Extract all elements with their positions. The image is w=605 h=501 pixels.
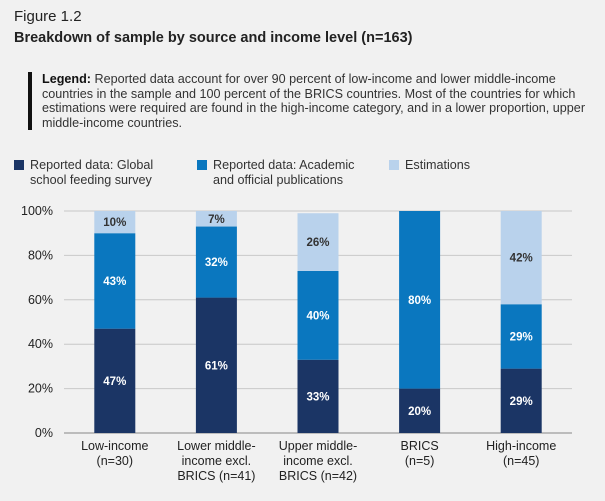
x-tick-label: income excl.: [283, 454, 352, 468]
bar-segment: [94, 328, 136, 433]
data-label: 47%: [103, 376, 126, 388]
x-tick-label: (n=45): [503, 454, 539, 468]
bar-segment: [500, 304, 542, 369]
y-tick-label: 60%: [28, 293, 53, 307]
bar-segment: [195, 211, 237, 227]
x-tick-label: High-income: [486, 439, 556, 453]
y-tick-label: 80%: [28, 248, 53, 262]
y-tick-label: 40%: [28, 337, 53, 351]
data-label: 10%: [103, 217, 126, 229]
bar-segment: [297, 213, 339, 271]
x-tick-label: Low-income: [81, 439, 148, 453]
legend-label-global-survey: Reported data: Global school feeding surv…: [30, 158, 154, 187]
y-tick-label: 20%: [28, 382, 53, 396]
legend-item-academic: Reported data: Academic and official publ…: [197, 158, 363, 188]
data-label: 42%: [510, 253, 533, 265]
data-label: 61%: [205, 360, 228, 372]
legend-item-estimations: Estimations: [389, 158, 555, 173]
legend-swatch-estimations: [389, 160, 399, 170]
legend-note: Legend: Reported data account for over 9…: [28, 72, 587, 130]
x-tick-label: (n=30): [97, 454, 133, 468]
bar-segment: [195, 226, 237, 298]
legend-lead: Legend:: [42, 72, 91, 86]
data-label: 32%: [205, 257, 228, 269]
legend-item-global-survey: Reported data: Global school feeding surv…: [14, 158, 180, 188]
bar-segment: [500, 368, 542, 433]
legend-swatch-global-survey: [14, 160, 24, 170]
data-label: 80%: [408, 295, 431, 307]
bar-segment: [297, 359, 339, 433]
bar-segment: [94, 233, 136, 329]
data-label: 43%: [103, 276, 126, 288]
data-label: 7%: [208, 214, 225, 226]
data-label: 20%: [408, 406, 431, 418]
bar-segment: [500, 211, 542, 305]
x-tick-label: income excl.: [182, 454, 251, 468]
legend-label-academic: Reported data: Academic and official publ…: [213, 158, 355, 187]
bar-segment: [195, 297, 237, 433]
legend-label-estimations: Estimations: [405, 158, 471, 172]
figure-label: Figure 1.2: [14, 8, 82, 25]
x-tick-label: BRICS (n=42): [279, 469, 357, 483]
figure-title: Breakdown of sample by source and income…: [14, 30, 413, 46]
bar-segment: [297, 270, 339, 360]
x-tick-label: Lower middle-: [177, 439, 256, 453]
legend-text: Reported data account for over 90 percen…: [42, 72, 586, 130]
data-label: 29%: [510, 331, 533, 343]
data-label: 26%: [306, 237, 329, 249]
legend-swatch-academic: [197, 160, 207, 170]
bar-segment: [399, 211, 441, 389]
y-tick-label: 0%: [35, 426, 53, 440]
x-tick-label: Upper middle-: [279, 439, 358, 453]
x-tick-label: (n=5): [405, 454, 435, 468]
data-label: 29%: [510, 396, 533, 408]
bar-segment: [399, 388, 441, 433]
bar-segment: [94, 211, 136, 234]
x-tick-label: BRICS (n=41): [177, 469, 255, 483]
x-tick-label: BRICS: [400, 439, 438, 453]
data-label: 33%: [306, 391, 329, 403]
y-tick-label: 100%: [21, 204, 53, 218]
data-label: 40%: [306, 310, 329, 322]
